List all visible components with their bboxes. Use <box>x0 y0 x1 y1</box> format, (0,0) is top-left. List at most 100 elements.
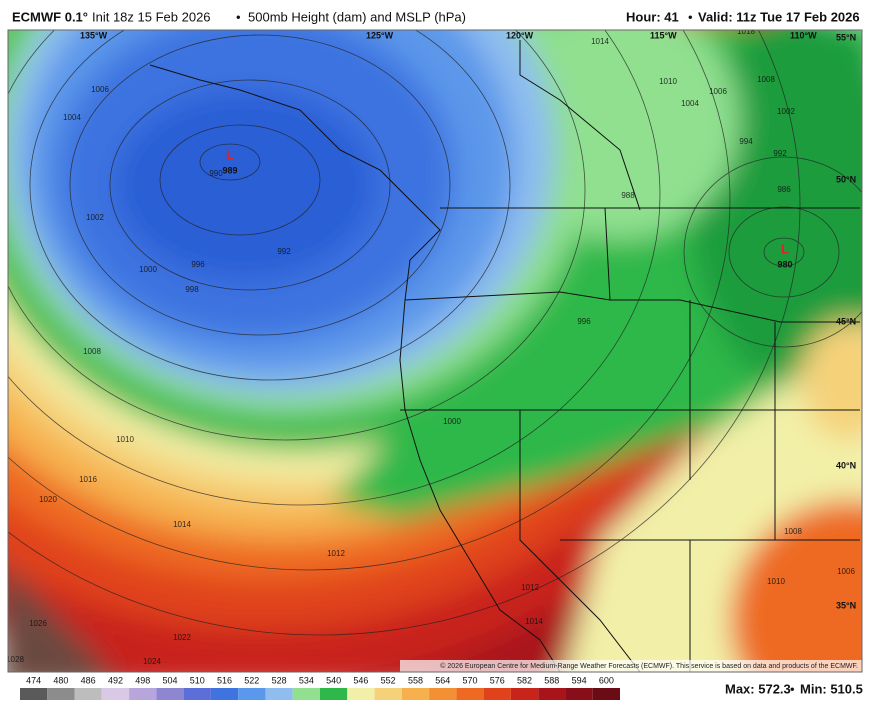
footer: Max: 572.3 • Min: 510.5 <box>725 681 863 696</box>
contour-label: 1012 <box>521 583 539 592</box>
contour-label: 1012 <box>327 549 345 558</box>
init-time: Init 18z 15 Feb 2026 <box>92 9 211 24</box>
contour-label: 992 <box>277 247 291 256</box>
contour-label: 996 <box>577 317 591 326</box>
colorbar-tick-label: 516 <box>217 675 232 685</box>
colorbar-tick-label: 564 <box>435 675 450 685</box>
contour-label: 1008 <box>83 347 101 356</box>
colorbar-tick-label: 498 <box>135 675 150 685</box>
contour-label: 1006 <box>91 85 109 94</box>
colorbar-swatch <box>592 688 620 700</box>
colorbar-swatch <box>238 688 266 700</box>
header: ECMWF 0.1° Init 18z 15 Feb 2026 • 500mb … <box>12 9 860 24</box>
contour-label: 996 <box>191 260 205 269</box>
contour-label: 1004 <box>681 99 699 108</box>
contour-label: 1002 <box>777 107 795 116</box>
colorbar-swatch <box>47 688 75 700</box>
isobars <box>8 30 862 636</box>
contour-label: 988 <box>621 191 635 200</box>
min-value: Min: 510.5 <box>800 681 863 696</box>
colorbar-tick-label: 510 <box>190 675 205 685</box>
contour-label: 1000 <box>139 265 157 274</box>
contour-label: 1008 <box>784 527 802 536</box>
graticule-label: 120°W <box>506 30 534 40</box>
contour-label: 1014 <box>525 617 543 626</box>
colorbar: 474 480 486 492 498 504 510 516 522 528 534 540 546 5… <box>20 675 620 700</box>
contour-label: 994 <box>739 137 753 146</box>
contour-label: 1024 <box>143 657 161 666</box>
colorbar-swatch <box>483 688 511 700</box>
colorbar-swatch <box>265 688 293 700</box>
colorbar-tick-label: 492 <box>108 675 123 685</box>
contour-label: 1020 <box>39 495 57 504</box>
map-frame <box>7 29 863 673</box>
colorbar-swatch <box>156 688 184 700</box>
colorbar-swatch <box>510 688 539 700</box>
graticule-label: 40°N <box>836 460 856 470</box>
colorbar-tick-label: 558 <box>408 675 423 685</box>
separator: • <box>236 9 241 24</box>
contour-label: 1010 <box>659 77 677 86</box>
colorbar-tick-label: 474 <box>26 675 41 685</box>
colorbar-tick-label: 576 <box>490 675 505 685</box>
graticule-label: 50°N <box>836 174 856 184</box>
graticule-label: 35°N <box>836 600 856 610</box>
contour-label: 1010 <box>767 577 785 586</box>
colorbar-swatch <box>292 688 320 700</box>
contour-label: 1022 <box>173 633 191 642</box>
colorbar-swatch <box>210 688 239 700</box>
colorbar-swatch <box>565 688 593 700</box>
contour-label: 1014 <box>591 37 609 46</box>
colorbar-swatch <box>183 688 211 700</box>
contour-label: 1016 <box>79 475 97 484</box>
contour-label: 1028 <box>6 655 24 664</box>
colorbar-tick-label: 600 <box>599 675 614 685</box>
contour-label: 1026 <box>29 619 47 628</box>
colorbar-tick-label: 528 <box>272 675 287 685</box>
low-symbol: L <box>781 241 789 256</box>
low-pressure: 989 <box>222 165 237 175</box>
colorbar-tick-label: 504 <box>162 675 177 685</box>
contour-label: 998 <box>185 285 199 294</box>
colorbar-swatch <box>101 688 130 700</box>
colorbar-swatch <box>538 688 566 700</box>
contour-label: 1018 <box>737 27 755 36</box>
colorbar-swatch <box>374 688 402 700</box>
colorbar-tick-label: 552 <box>381 675 396 685</box>
colorbar-swatch <box>347 688 375 700</box>
contour-label: 1004 <box>63 113 81 122</box>
model-name: ECMWF 0.1° <box>12 9 88 24</box>
colorbar-swatch <box>20 688 48 700</box>
colorbar-swatch <box>401 688 430 700</box>
product-name: 500mb Height (dam) and MSLP (hPa) <box>248 9 466 24</box>
colorbar-tick-label: 534 <box>299 675 314 685</box>
contour-label: 986 <box>777 185 791 194</box>
valid-time: Valid: 11z Tue 17 Feb 2026 <box>698 9 860 24</box>
colorbar-tick-label: 546 <box>353 675 368 685</box>
colorbar-swatch <box>456 688 484 700</box>
colorbar-tick-label: 570 <box>462 675 477 685</box>
colorbar-tick-label: 540 <box>326 675 341 685</box>
credit: © 2026 European Centre for Medium-Range … <box>440 662 858 670</box>
max-value: Max: 572.3 <box>725 681 791 696</box>
colorbar-swatch <box>74 688 102 700</box>
colorbar-swatch <box>129 688 157 700</box>
colorbar-tick-label: 582 <box>517 675 532 685</box>
contour-label: 1014 <box>173 520 191 529</box>
contour-label: 992 <box>773 149 787 158</box>
colorbar-tick-label: 588 <box>544 675 559 685</box>
contour-label: 1006 <box>837 567 855 576</box>
colorbar-tick-label: 594 <box>572 675 587 685</box>
graticule-label: 45°N <box>836 316 856 326</box>
boundaries <box>149 40 860 672</box>
colorbar-tick-label: 522 <box>244 675 259 685</box>
contour-label: 1000 <box>443 417 461 426</box>
forecast-hour: Hour: 41 <box>626 9 679 24</box>
graticule-label: 110°W <box>790 30 817 40</box>
graticule-label: 55°N <box>836 32 856 42</box>
graticule-label: 115°W <box>650 30 677 40</box>
